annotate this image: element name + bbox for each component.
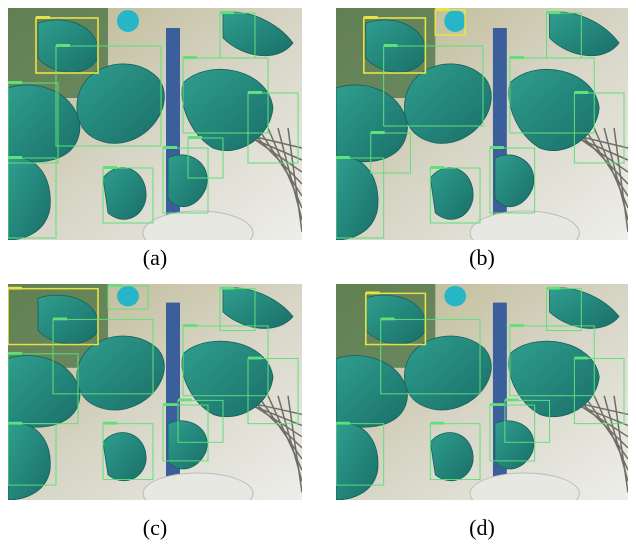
box-tag xyxy=(510,324,524,327)
box-tag xyxy=(8,81,22,84)
panel-caption: (c) xyxy=(143,515,167,540)
box-tag xyxy=(8,287,22,290)
box-tag xyxy=(371,131,385,134)
flower xyxy=(117,10,139,32)
box-tag xyxy=(103,422,117,425)
box-tag xyxy=(56,44,70,47)
photo-panel xyxy=(336,8,628,255)
box-tag xyxy=(163,403,177,406)
box-tag xyxy=(435,8,449,11)
box-tag xyxy=(490,146,504,149)
box-tag xyxy=(178,399,192,402)
box-tag xyxy=(574,91,588,94)
box-tag xyxy=(547,11,561,14)
box-tag xyxy=(430,422,444,425)
box-tag xyxy=(108,284,122,287)
box-tag xyxy=(8,352,22,355)
box-tag xyxy=(364,16,378,19)
box-tag xyxy=(53,318,67,321)
box-tag xyxy=(381,318,395,321)
box-tag xyxy=(103,166,117,169)
box-tag xyxy=(163,146,177,149)
box-tag xyxy=(248,357,262,360)
box-tag xyxy=(220,11,234,14)
scene xyxy=(8,284,302,514)
box-tag xyxy=(510,56,524,59)
stem xyxy=(493,28,507,240)
pot xyxy=(143,473,253,514)
box-tag xyxy=(505,399,519,402)
box-tag xyxy=(574,357,588,360)
box-tag xyxy=(183,56,197,59)
box-tag xyxy=(384,44,398,47)
leaf xyxy=(103,168,146,220)
scene xyxy=(336,284,628,514)
leaf xyxy=(430,433,473,481)
panel-caption: (b) xyxy=(469,245,495,270)
flower xyxy=(444,10,466,32)
stem xyxy=(166,28,180,240)
box-tag xyxy=(220,287,234,290)
box-tag xyxy=(248,91,262,94)
box-tag xyxy=(36,16,50,19)
box-tag xyxy=(547,287,561,290)
box-tag xyxy=(183,324,197,327)
box-tag xyxy=(336,156,350,159)
pot xyxy=(470,473,579,514)
photo-panel xyxy=(8,284,302,514)
box-tag xyxy=(8,156,22,159)
box-tag xyxy=(366,291,380,294)
panel-caption: (a) xyxy=(143,245,167,270)
scene xyxy=(8,8,302,255)
box-tag xyxy=(188,136,202,139)
leaf xyxy=(103,433,146,481)
panel-caption: (d) xyxy=(469,515,495,540)
scene xyxy=(336,8,628,255)
leaf xyxy=(430,168,473,220)
figure: (a) (b) (c) (d) xyxy=(0,0,636,544)
box-tag xyxy=(8,422,22,425)
photo-panel xyxy=(336,284,628,514)
photo-panel xyxy=(8,8,302,255)
flower xyxy=(117,286,139,306)
flower xyxy=(444,286,466,306)
box-tag xyxy=(336,422,350,425)
box-tag xyxy=(490,403,504,406)
box-tag xyxy=(430,166,444,169)
